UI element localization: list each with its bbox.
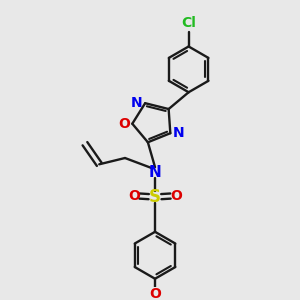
Text: N: N xyxy=(172,126,184,140)
Text: O: O xyxy=(118,117,130,131)
Text: Cl: Cl xyxy=(181,16,196,30)
Text: N: N xyxy=(131,96,143,110)
Text: O: O xyxy=(128,189,140,203)
Text: S: S xyxy=(149,188,161,206)
Text: O: O xyxy=(170,189,182,203)
Text: N: N xyxy=(149,165,161,180)
Text: O: O xyxy=(149,286,161,300)
